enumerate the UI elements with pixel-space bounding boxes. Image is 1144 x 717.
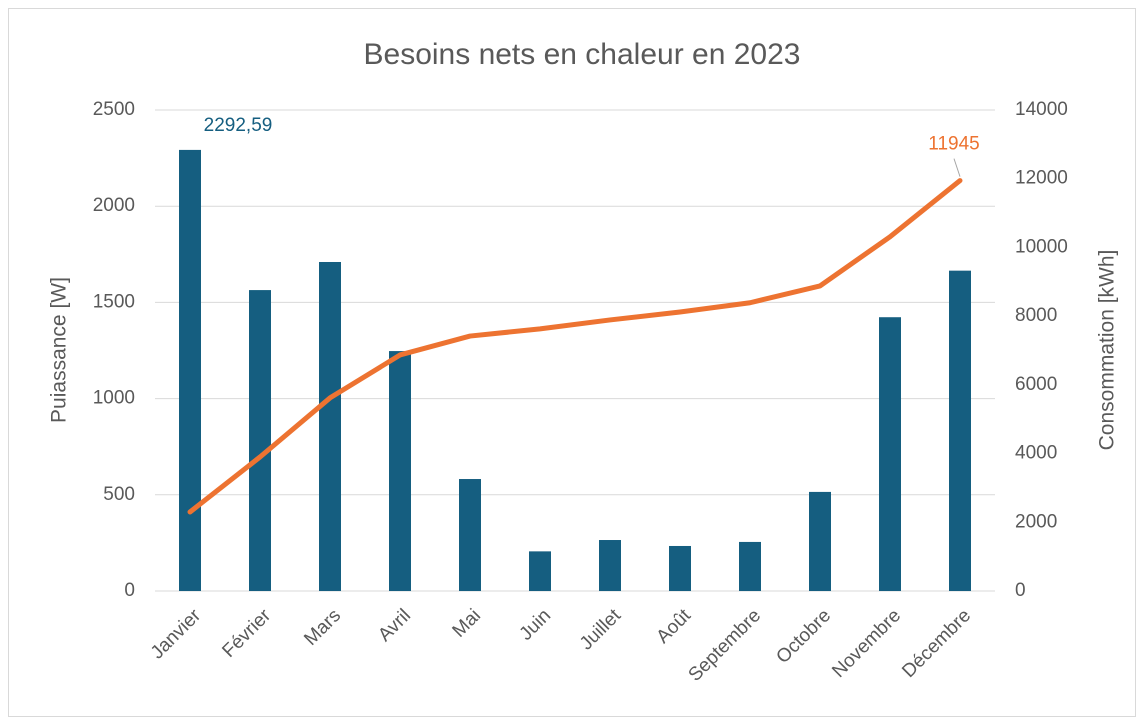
bar xyxy=(529,551,551,591)
bar xyxy=(739,541,761,591)
chart-title: Besoins nets en chaleur en 2023 xyxy=(364,38,801,71)
y2-tick-label: 6000 xyxy=(1015,374,1057,395)
y-tick-label: 2500 xyxy=(93,99,135,120)
bar xyxy=(249,290,271,591)
y2-axis-title: Consommation [kWh] xyxy=(1096,250,1119,451)
bar xyxy=(949,270,971,591)
y-tick-label: 1000 xyxy=(93,388,135,409)
bar xyxy=(459,479,481,591)
leader-line xyxy=(953,158,961,177)
bar xyxy=(319,261,341,591)
y-tick-label: 0 xyxy=(124,580,135,601)
bar xyxy=(389,351,411,591)
y-tick-label: 2000 xyxy=(93,195,135,216)
bar xyxy=(669,545,691,591)
y2-tick-label: 10000 xyxy=(1015,236,1068,257)
y2-tick-label: 2000 xyxy=(1015,511,1057,532)
y2-tick-label: 8000 xyxy=(1015,305,1057,326)
y-tick-label: 1500 xyxy=(93,291,135,312)
data-label: 11945 xyxy=(928,134,979,155)
bar xyxy=(599,540,621,591)
data-label: 2292,59 xyxy=(204,115,273,136)
y2-tick-label: 0 xyxy=(1015,580,1026,601)
bar xyxy=(809,491,831,591)
y2-tick-label: 4000 xyxy=(1015,443,1057,464)
line xyxy=(187,178,963,515)
bar xyxy=(179,149,201,591)
bar xyxy=(879,317,901,591)
y-axis-title: Puiassance [W] xyxy=(48,277,71,423)
y2-tick-label: 12000 xyxy=(1015,168,1068,189)
y2-tick-label: 14000 xyxy=(1015,99,1068,120)
y-tick-label: 500 xyxy=(103,484,135,505)
